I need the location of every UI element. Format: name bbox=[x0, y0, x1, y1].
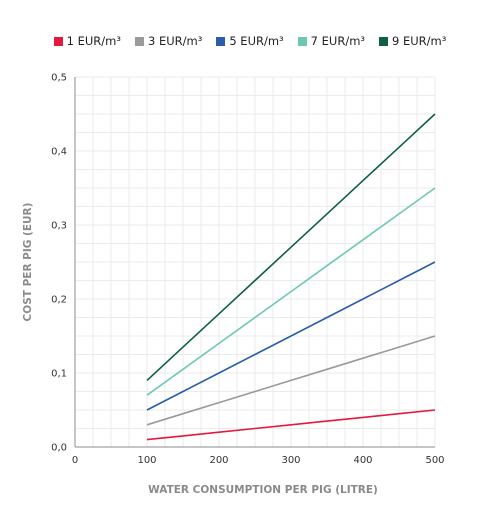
legend-item: 9 EUR/m³ bbox=[379, 34, 446, 48]
legend-swatch bbox=[53, 36, 63, 46]
x-tick-label: 100 bbox=[137, 455, 156, 466]
y-tick-label: 0,5 bbox=[51, 73, 67, 84]
y-tick-label: 0,0 bbox=[51, 443, 67, 454]
x-tick-label: 300 bbox=[281, 455, 300, 466]
legend-label: 1 EUR/m³ bbox=[66, 34, 121, 48]
legend-label: 3 EUR/m³ bbox=[147, 34, 203, 48]
legend-swatch bbox=[297, 36, 307, 46]
x-tick-label: 400 bbox=[353, 455, 372, 466]
legend-item: 3 EUR/m³ bbox=[134, 34, 203, 48]
y-tick-label: 0,2 bbox=[51, 295, 67, 306]
series-line bbox=[146, 409, 436, 441]
series-line bbox=[146, 113, 436, 381]
y-tick-label: 0,4 bbox=[51, 147, 67, 158]
series-line bbox=[146, 335, 436, 426]
series-line bbox=[146, 261, 436, 411]
legend-label: 7 EUR/m³ bbox=[310, 34, 366, 48]
legend-item: 7 EUR/m³ bbox=[297, 34, 366, 48]
x-tick-label: 500 bbox=[425, 455, 444, 466]
legend-label: 5 EUR/m³ bbox=[229, 34, 284, 48]
chart-legend: 1 EUR/m³ 3 EUR/m³ 5 EUR/m³ 7 EUR/m³ 9 EUR/m³ bbox=[0, 34, 500, 48]
y-axis-title: COST PER PIG (EUR) bbox=[22, 203, 34, 322]
x-axis-title: WATER CONSUMPTION PER PIG (LITRE) bbox=[148, 484, 378, 496]
legend-item: 1 EUR/m³ bbox=[53, 34, 121, 48]
legend-swatch bbox=[216, 36, 226, 46]
series-line bbox=[146, 187, 436, 396]
legend-item: 5 EUR/m³ bbox=[216, 34, 284, 48]
y-tick-label: 0,3 bbox=[51, 221, 67, 232]
x-tick-label: 200 bbox=[209, 455, 228, 466]
legend-swatch bbox=[379, 36, 389, 46]
y-tick-label: 0,1 bbox=[51, 369, 67, 380]
legend-swatch bbox=[134, 36, 144, 46]
x-tick-label: 0 bbox=[72, 455, 78, 466]
legend-label: 9 EUR/m³ bbox=[392, 34, 447, 48]
